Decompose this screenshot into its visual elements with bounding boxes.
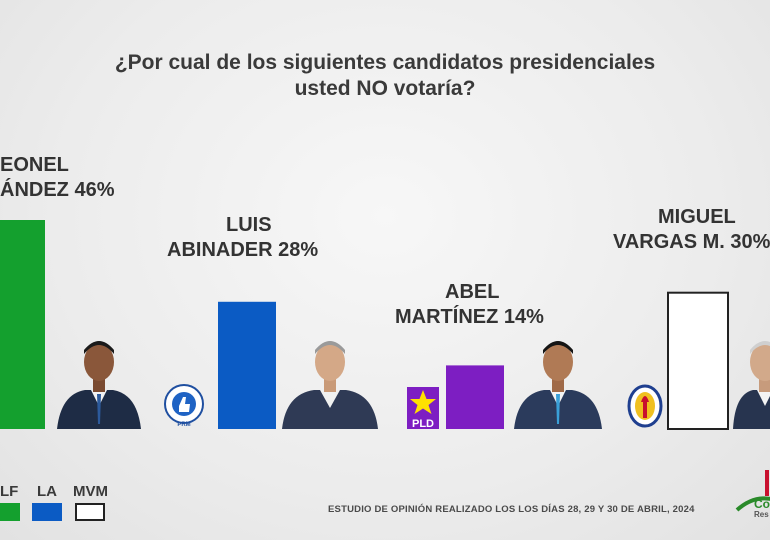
brand-logo-icon: [735, 470, 770, 512]
bar-abel-martinez: [446, 365, 504, 429]
brand-name-line1: Co: [754, 497, 770, 511]
photo-leonel: [55, 332, 143, 429]
photo-abel: [512, 332, 604, 429]
label-la-line1: LUIS: [226, 214, 272, 236]
photo-abinader: [280, 334, 380, 429]
label-la-line2: ABINADER 28%: [167, 239, 319, 261]
legend-swatch-la: [32, 503, 62, 521]
label-candidate-lf: EONEL ÁNDEZ 46%: [0, 153, 114, 203]
prd-logo: [627, 384, 663, 428]
label-am-line1: ABEL: [445, 281, 500, 303]
label-lf-line1: EONEL: [0, 154, 69, 176]
pld-logo: PLD: [407, 387, 439, 430]
chart-title: ¿Por cual de los siguientes candidatos p…: [0, 50, 770, 102]
label-candidate-la: LUIS ABINADER 28%: [167, 213, 318, 263]
legend-swatch-mvm: [75, 503, 105, 521]
bar-leonel-fernandez: [0, 220, 45, 429]
legend-swatch-lf: [0, 503, 20, 521]
prm-logo-text: PRM: [177, 422, 190, 428]
label-candidate-am: ABEL MARTÍNEZ 14%: [395, 280, 544, 330]
brand-name-line2: Res: [754, 510, 769, 519]
pld-logo-text: PLD: [412, 418, 434, 429]
photo-miguel: [733, 332, 770, 429]
bar-miguel-vargas: [667, 291, 729, 430]
label-am-line2: MARTÍNEZ 14%: [395, 306, 544, 328]
prm-logo: PRM: [163, 382, 205, 428]
bar-luis-abinader: [218, 301, 276, 429]
legend-label-la: LA: [37, 483, 57, 500]
title-line-2: usted NO votaría?: [294, 77, 476, 100]
footnote: ESTUDIO DE OPINIÓN REALIZADO LOS LOS DÍA…: [328, 504, 695, 515]
label-mvm-line1: MIGUEL: [658, 206, 736, 228]
label-mvm-line2: VARGAS M. 30%: [613, 231, 770, 253]
title-line-1: ¿Por cual de los siguientes candidatos p…: [114, 51, 656, 74]
legend-label-mvm: MVM: [73, 483, 108, 500]
legend-label-lf: LF: [0, 483, 19, 500]
label-lf-line2: ÁNDEZ 46%: [0, 179, 115, 201]
label-candidate-mvm: MIGUEL VARGAS M. 30%: [613, 205, 770, 255]
